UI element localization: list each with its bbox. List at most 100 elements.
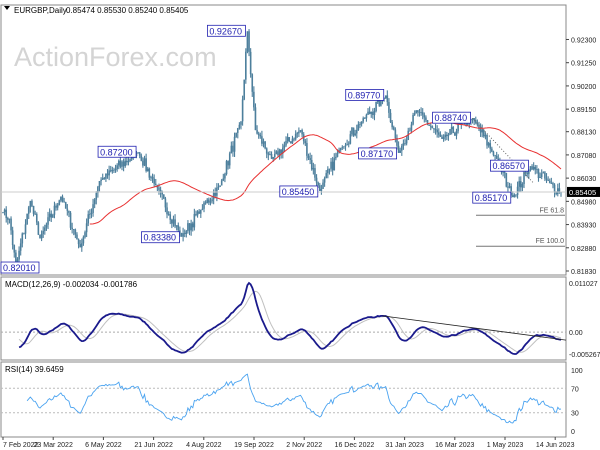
candle-body — [511, 195, 514, 198]
candle-body — [315, 177, 318, 183]
candle-body — [327, 169, 329, 174]
candle-body — [291, 138, 294, 144]
candle-body — [515, 194, 517, 196]
candle-body — [126, 160, 128, 163]
candle-body — [532, 166, 535, 170]
symbol-label: EURGBP,Daily — [14, 6, 67, 15]
macd-axis-label: -0.005267 — [569, 352, 600, 359]
candle-body — [228, 153, 231, 166]
candle-body — [548, 180, 551, 184]
candle-body — [531, 166, 533, 170]
candle-body — [122, 161, 125, 167]
candle-body — [317, 182, 319, 186]
rsi-axis-label: 70 — [571, 386, 579, 393]
candle-body — [280, 149, 282, 154]
price-label: 0.87170 — [361, 149, 394, 159]
current-price-label: 0.85405 — [569, 188, 596, 197]
candle-body — [106, 173, 109, 176]
candle-body — [439, 134, 442, 137]
candle-body — [407, 130, 410, 141]
candle-body — [267, 153, 270, 155]
price-label: 0.89770 — [348, 90, 381, 100]
candle-body — [368, 111, 371, 114]
candle-body — [249, 51, 252, 75]
candle-body — [290, 141, 292, 144]
candle-body — [206, 199, 209, 204]
candle-body — [204, 202, 207, 204]
candle-body — [298, 131, 300, 134]
collapse-triangle-icon[interactable] — [4, 6, 10, 10]
candle-body — [129, 159, 131, 162]
candle-body — [486, 134, 488, 146]
candle-body — [42, 230, 45, 234]
candle-body — [145, 158, 147, 172]
candle-body — [365, 114, 368, 119]
candle-body — [460, 122, 463, 125]
candle-body — [48, 213, 51, 218]
candle-body — [275, 151, 278, 155]
candle-body — [558, 188, 561, 193]
date-axis-label: 21 Jun 2022 — [134, 442, 173, 449]
candle-body — [386, 95, 389, 103]
candle-body — [100, 179, 102, 182]
candle-body — [52, 214, 54, 218]
price-label-box — [207, 24, 246, 37]
candle-body — [154, 183, 157, 186]
candle-body — [124, 160, 127, 167]
candle-body — [474, 120, 477, 123]
price-axis-label: 0.91250 — [571, 61, 596, 68]
candle-body — [190, 223, 192, 231]
candle-body — [15, 252, 17, 268]
candle-body — [473, 118, 475, 121]
candle-body — [306, 142, 308, 156]
candle-body — [50, 213, 53, 218]
candle-body — [542, 172, 545, 174]
candle-body — [188, 223, 191, 231]
candle-body — [331, 161, 334, 171]
candle-body — [232, 145, 234, 152]
candle-body — [26, 213, 28, 225]
candle-body — [270, 154, 273, 159]
candle-body — [309, 158, 311, 160]
candle-body — [476, 122, 479, 125]
candle-body — [40, 233, 43, 239]
candle-body — [277, 151, 279, 156]
candle-body — [111, 169, 114, 172]
candle-body — [457, 122, 459, 132]
candle-body — [528, 170, 530, 175]
price-label: 0.87200 — [100, 147, 133, 157]
candle-body — [452, 127, 455, 134]
price-axis-label: 0.82880 — [571, 246, 596, 253]
candle-body — [553, 184, 556, 193]
candle-body — [364, 118, 366, 120]
candle-body — [518, 181, 520, 187]
candle-body — [174, 219, 176, 227]
candle-body — [537, 168, 540, 179]
candle-body — [417, 110, 419, 113]
candle-body — [71, 227, 73, 230]
candle-body — [262, 141, 265, 144]
candle-body — [404, 143, 406, 144]
candle-body — [552, 183, 554, 185]
candle-body — [484, 134, 487, 137]
candle-body — [347, 143, 350, 145]
macd-panel — [0, 276, 567, 361]
candle-body — [121, 161, 123, 167]
candle-body — [556, 188, 559, 195]
candle-body — [323, 178, 326, 183]
candle-body — [413, 113, 416, 115]
candle-body — [359, 124, 361, 125]
candle-body — [405, 140, 408, 144]
candle-body — [421, 112, 424, 115]
candle-body — [343, 146, 345, 148]
candle-body — [158, 187, 160, 190]
date-axis-label: 31 Jan 2023 — [385, 442, 424, 449]
candle-body — [97, 186, 99, 193]
candle-body — [412, 114, 414, 125]
candle-body — [481, 129, 484, 133]
candle-body — [555, 192, 557, 195]
price-axis-label: 0.84980 — [571, 199, 596, 206]
candle-body — [444, 134, 447, 138]
